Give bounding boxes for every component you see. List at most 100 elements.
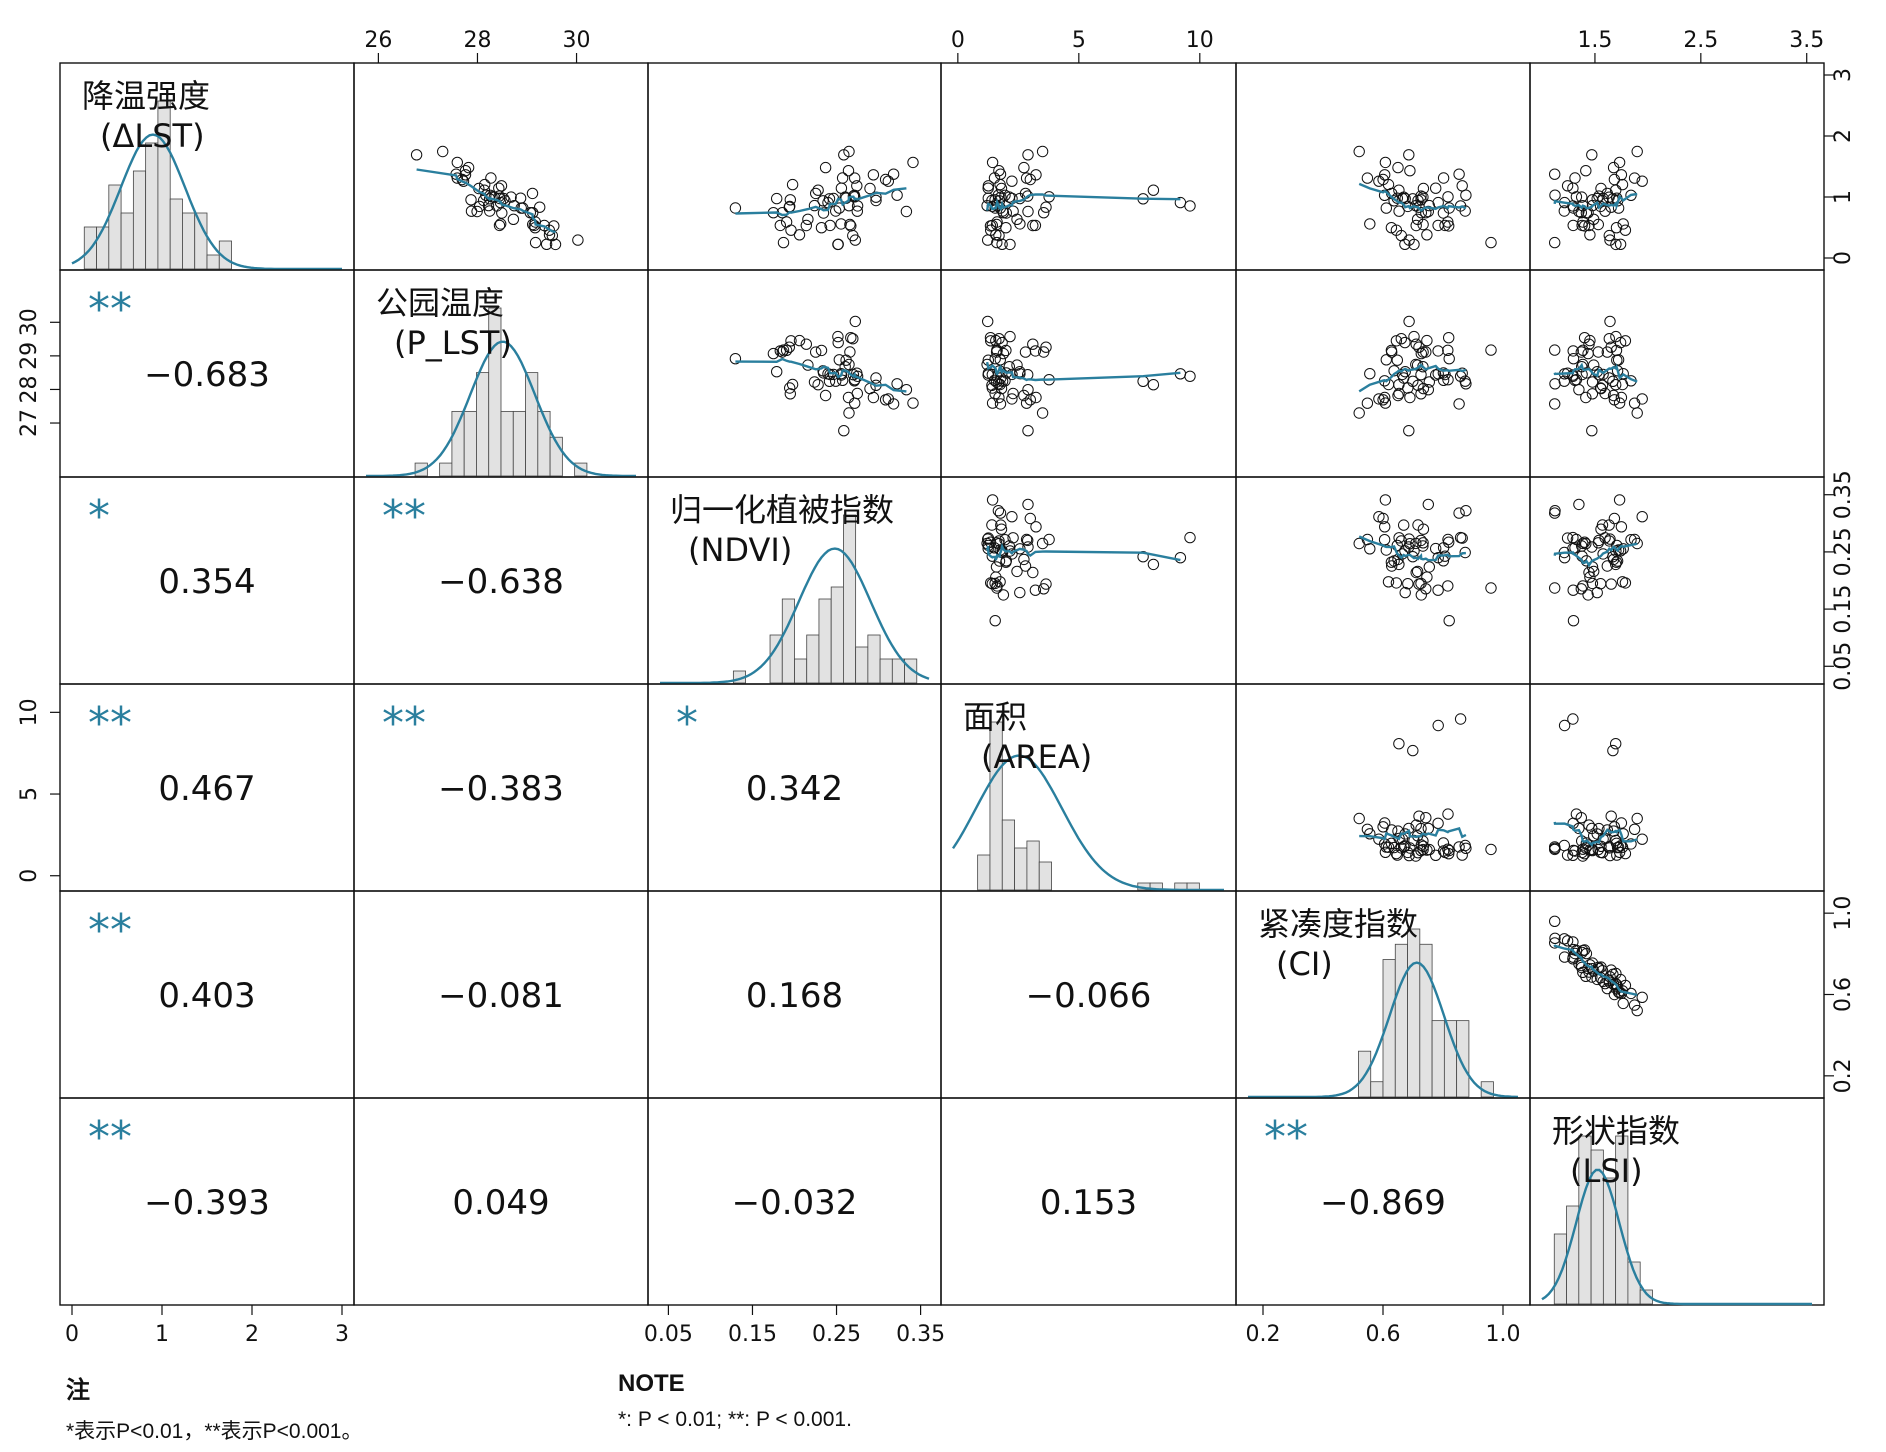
hist-bar bbox=[855, 646, 869, 684]
scatter-point bbox=[1422, 384, 1435, 396]
scatter-point bbox=[786, 178, 799, 191]
scatter-point bbox=[1353, 407, 1365, 419]
scatter-point bbox=[1380, 354, 1393, 366]
scatter-point bbox=[767, 347, 780, 360]
scatter-point bbox=[851, 205, 863, 217]
scatter-point bbox=[832, 330, 844, 343]
scatter-point bbox=[540, 238, 553, 251]
scatter-point bbox=[843, 145, 855, 158]
scatter-point bbox=[843, 407, 855, 419]
scatter-point bbox=[802, 213, 814, 226]
scatter-point bbox=[986, 397, 999, 409]
scatter-point bbox=[1573, 498, 1585, 511]
hist-bar bbox=[1001, 819, 1015, 891]
scatter-point bbox=[572, 234, 584, 246]
scatter-point bbox=[1442, 808, 1454, 820]
scatter-point bbox=[1588, 359, 1600, 371]
scatter-point bbox=[1636, 393, 1648, 405]
hist-bar bbox=[96, 226, 110, 270]
scatter-point bbox=[1379, 846, 1392, 858]
scatter-point bbox=[1617, 218, 1629, 230]
scatter-point bbox=[833, 202, 845, 214]
scatter-point bbox=[1022, 149, 1034, 161]
scatter-point bbox=[1147, 184, 1160, 196]
hist-bar bbox=[818, 598, 832, 684]
scatter-point bbox=[1421, 334, 1433, 347]
scatter-point bbox=[1453, 398, 1465, 410]
scatter-point bbox=[1591, 828, 1603, 840]
scatter-point bbox=[1610, 222, 1623, 234]
scatter-point bbox=[1412, 194, 1424, 207]
hist-bar bbox=[194, 212, 208, 270]
scatter-point bbox=[1027, 566, 1039, 579]
axis-tick-label: 10 bbox=[1186, 28, 1214, 53]
scatter-point bbox=[1442, 191, 1454, 203]
axis-tick-label: 2 bbox=[1831, 129, 1856, 143]
scatter-point bbox=[1014, 368, 1026, 380]
panel-r1-c4 bbox=[940, 62, 1237, 271]
scatter-point bbox=[1580, 391, 1592, 404]
scatter-point bbox=[1377, 512, 1389, 525]
hist-bar bbox=[206, 254, 220, 270]
hist-bar bbox=[781, 598, 795, 684]
scatter-point bbox=[847, 229, 859, 242]
scatter-point bbox=[1558, 719, 1571, 732]
scatter-point bbox=[534, 201, 546, 213]
axis-tick-label: 28 bbox=[463, 28, 491, 53]
scatter-point bbox=[994, 576, 1006, 588]
axis-tick-label: 0.05 bbox=[644, 1322, 693, 1347]
scatter-point bbox=[823, 375, 836, 387]
scatter-point bbox=[986, 519, 998, 531]
panel-r1-c1: 降温强度(ΔLST) bbox=[59, 62, 355, 271]
scatter-point bbox=[1393, 387, 1405, 400]
panel-r2-c6 bbox=[1529, 269, 1825, 478]
scatter-point bbox=[985, 577, 997, 589]
scatter-point bbox=[1385, 222, 1398, 234]
scatter-point bbox=[1404, 842, 1416, 854]
correlation-value: −0.683 bbox=[144, 355, 270, 395]
scatter-point bbox=[1580, 842, 1592, 854]
scatter-point bbox=[1361, 823, 1374, 835]
scatter-point bbox=[1174, 196, 1187, 209]
smooth-line bbox=[416, 168, 556, 234]
scatter-point bbox=[1029, 345, 1042, 357]
density-curve bbox=[1541, 1168, 1812, 1306]
panel-r1-c5 bbox=[1235, 62, 1531, 271]
scatter-point bbox=[1040, 341, 1052, 353]
scatter-point bbox=[1432, 817, 1444, 829]
scatter-point bbox=[1591, 586, 1603, 599]
scatter-point bbox=[982, 192, 994, 204]
scatter-point bbox=[1628, 397, 1641, 409]
scatter-point bbox=[1423, 561, 1436, 573]
hist-bar bbox=[1370, 1081, 1384, 1098]
scatter-point bbox=[867, 169, 880, 181]
scatter-point bbox=[817, 195, 829, 207]
scatter-point bbox=[993, 333, 1005, 345]
axis-tick-label: 30 bbox=[563, 28, 591, 53]
scatter-point bbox=[1353, 145, 1365, 158]
scatter-point bbox=[1592, 537, 1605, 549]
scatter-point bbox=[459, 169, 472, 181]
smooth-line bbox=[985, 193, 1181, 212]
scatter-point bbox=[1437, 837, 1450, 849]
scatter-point bbox=[833, 354, 845, 366]
scatter-point bbox=[1373, 393, 1385, 405]
scatter-point bbox=[1417, 182, 1430, 195]
correlation-value: 0.354 bbox=[158, 562, 255, 602]
correlation-value: 0.153 bbox=[1040, 1183, 1137, 1223]
scatter-point bbox=[1586, 376, 1599, 388]
scatter-point bbox=[514, 192, 527, 204]
scatter-point bbox=[1549, 915, 1561, 927]
scatter-point bbox=[1432, 219, 1444, 232]
scatter-point bbox=[1442, 533, 1454, 546]
scatter-point bbox=[784, 194, 796, 206]
note-cn-text: *表示P<0.01，**表示P<0.001。 bbox=[66, 1420, 363, 1443]
scatter-point bbox=[1578, 944, 1591, 956]
scatter-point bbox=[1029, 584, 1042, 596]
scatter-point bbox=[1453, 507, 1465, 519]
scatter-point bbox=[907, 397, 919, 409]
scatter-point bbox=[485, 172, 497, 184]
scatter-point bbox=[1613, 494, 1626, 506]
scatter-point bbox=[465, 205, 478, 217]
scatter-point bbox=[1567, 615, 1580, 627]
